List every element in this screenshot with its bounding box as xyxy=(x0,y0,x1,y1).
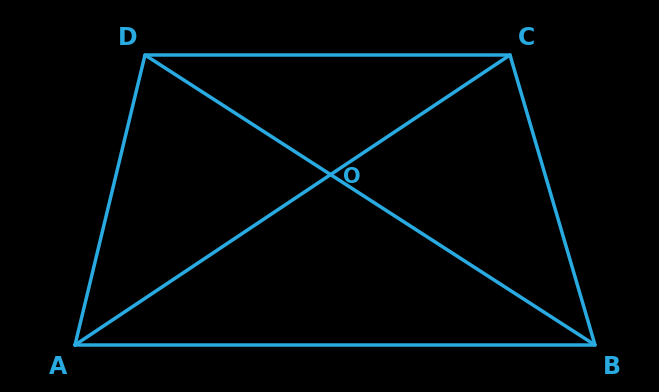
Text: C: C xyxy=(518,26,535,50)
Text: O: O xyxy=(343,167,360,187)
Text: D: D xyxy=(117,26,137,50)
Text: A: A xyxy=(49,355,67,379)
Text: B: B xyxy=(603,355,621,379)
